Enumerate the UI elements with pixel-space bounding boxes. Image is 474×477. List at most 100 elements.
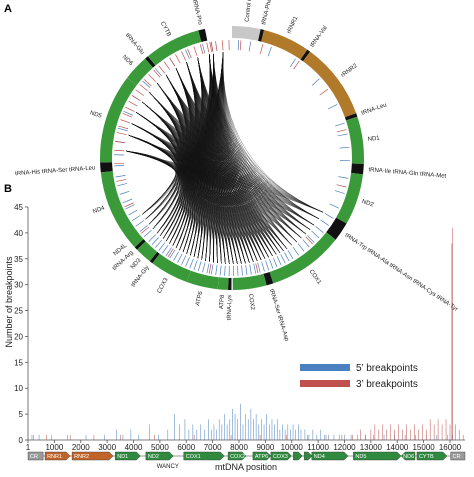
ring-gene-label: rRNR2 xyxy=(340,63,359,79)
ring-gene-segment xyxy=(186,270,219,290)
track-tick-3prime xyxy=(163,61,171,70)
track-tick-5prime xyxy=(169,249,176,259)
track-tick-5prime xyxy=(257,262,261,273)
track-tick-5prime xyxy=(339,146,350,149)
track-tick-5prime xyxy=(125,204,135,210)
ring-gene-label: ND3 xyxy=(130,257,143,270)
map-gene-rnr1 xyxy=(44,451,71,461)
track-tick-3prime xyxy=(181,51,186,61)
ring-gene-segment xyxy=(269,232,336,284)
track-tick-3prime xyxy=(336,129,347,133)
ring-gene-label: COX2 xyxy=(247,293,255,311)
track-tick-3prime xyxy=(293,60,300,70)
ring-gene-label: Control region xyxy=(245,0,255,22)
ring-gene-segment xyxy=(100,171,136,236)
track-tick-5prime xyxy=(269,259,274,269)
map-gene-cr xyxy=(27,451,44,461)
ring-gene-label: tRNA-Trp tRNA-Ala tRNA-Asn tRNA-Cys tRNA… xyxy=(344,233,459,313)
x-tick-label: 15000 xyxy=(412,443,435,452)
y-tick-label: 25 xyxy=(14,307,23,316)
map-gene-cox2 xyxy=(227,451,247,461)
track-tick-3prime xyxy=(169,57,176,67)
track-tick-3prime xyxy=(122,113,133,118)
track-tick-5prime xyxy=(292,246,300,256)
track-tick-5prime xyxy=(131,215,141,221)
track-tick-5prime xyxy=(158,242,166,251)
track-tick-3prime xyxy=(193,46,198,56)
track-tick-3prime xyxy=(118,125,129,130)
track-tick-5prime xyxy=(334,190,345,194)
ring-gene-label: rRNR1 xyxy=(286,15,299,35)
ring-gene-label: ND6 xyxy=(121,54,134,67)
map-gene-nd2 xyxy=(145,451,174,461)
track-tick-3prime xyxy=(115,141,126,144)
legend-label-5prime: 5’ breakpoints xyxy=(356,363,418,374)
map-gene-label: COX3 xyxy=(273,454,288,460)
track-tick-5prime xyxy=(284,252,290,262)
legend-swatch-3prime xyxy=(300,380,350,387)
track-tick-5prime xyxy=(135,220,145,227)
x-tick-label: 8000 xyxy=(230,443,248,452)
track-tick-3prime xyxy=(116,132,127,136)
ring-gene-segment xyxy=(147,30,202,66)
ring-gene-label: tRNA-Ile tRNA-Gln tRNA-Met xyxy=(368,167,447,180)
circular-breakpoint-plot: Control region tRNA-Phe rRNR1 tRNA-Val rRNR2… xyxy=(15,0,459,343)
map-gene-cox1 xyxy=(183,451,225,461)
ring-gene-segment xyxy=(351,163,364,175)
track-tick-3prime xyxy=(124,202,134,208)
deletion-arcs xyxy=(126,52,324,265)
legend-swatch-5prime xyxy=(300,364,350,371)
track-tick-5prime xyxy=(261,261,265,272)
x-tick-label: 9000 xyxy=(256,443,274,452)
ring-gene-label: tRNA-Ser tRNA-Asp xyxy=(268,289,289,343)
track-tick-3prime xyxy=(143,79,152,87)
track-tick-5prime xyxy=(302,239,310,248)
x-tick-label: 10000 xyxy=(281,443,304,452)
track-tick-5prime xyxy=(117,183,128,187)
map-gene-label: ND2 xyxy=(148,454,159,460)
x-tick-label: 2000 xyxy=(72,443,90,452)
track-tick-3prime xyxy=(239,40,242,51)
map-gene-label: ND6 xyxy=(403,454,414,460)
x-tick-label: 7000 xyxy=(204,443,222,452)
track-tick-5prime xyxy=(193,260,198,270)
track-tick-5prime xyxy=(117,127,128,132)
map-gene-nd6 xyxy=(400,451,416,461)
track-tick-5prime xyxy=(280,254,286,264)
ring-gene-label: tRNA-Thr tRNA-Pro xyxy=(185,0,203,26)
track-tick-3prime xyxy=(210,41,214,52)
track-tick-3prime xyxy=(125,106,135,112)
map-gene-nd5 xyxy=(353,451,402,461)
ring-gene-segment xyxy=(344,113,358,121)
ring-gene-label: tRNA-Phe xyxy=(261,0,273,25)
ring-gene-label: CYTB xyxy=(159,21,172,38)
chart-bars xyxy=(31,227,464,440)
ring-gene-segment xyxy=(258,29,265,42)
track-tick-5prime xyxy=(320,219,329,226)
y-tick-label: 45 xyxy=(14,203,23,212)
ring-gene-label: ND5 xyxy=(89,110,103,120)
map-gene-label: ND1 xyxy=(117,454,128,460)
track-tick-3prime xyxy=(131,95,141,102)
track-tick-5prime xyxy=(249,264,252,275)
ring-gene-segment xyxy=(134,239,146,250)
ring-gene-label: COX3 xyxy=(157,277,170,295)
track-tick-5prime xyxy=(311,230,320,239)
map-gene-nd3 xyxy=(293,451,303,461)
y-tick-label: 20 xyxy=(14,332,23,341)
ring-gene-label: tRNA-Leu xyxy=(361,102,388,116)
ring-gene-segment xyxy=(136,241,158,262)
track-tick-5prime xyxy=(237,265,239,276)
track-tick-5prime xyxy=(324,213,334,219)
track-tick-5prime xyxy=(329,203,339,209)
track-tick-5prime xyxy=(338,176,349,179)
legend: 5’ breakpoints 3’ breakpoints xyxy=(300,363,418,390)
ring-gene-segment xyxy=(100,162,113,173)
ring-gene-label: ATP6 xyxy=(195,290,204,306)
track-tick-5prime xyxy=(114,164,125,167)
ring-gene-segment xyxy=(232,26,261,41)
x-tick-label: 3000 xyxy=(98,443,116,452)
track-tick-5prime xyxy=(154,68,162,77)
track-tick-3prime xyxy=(215,41,218,52)
